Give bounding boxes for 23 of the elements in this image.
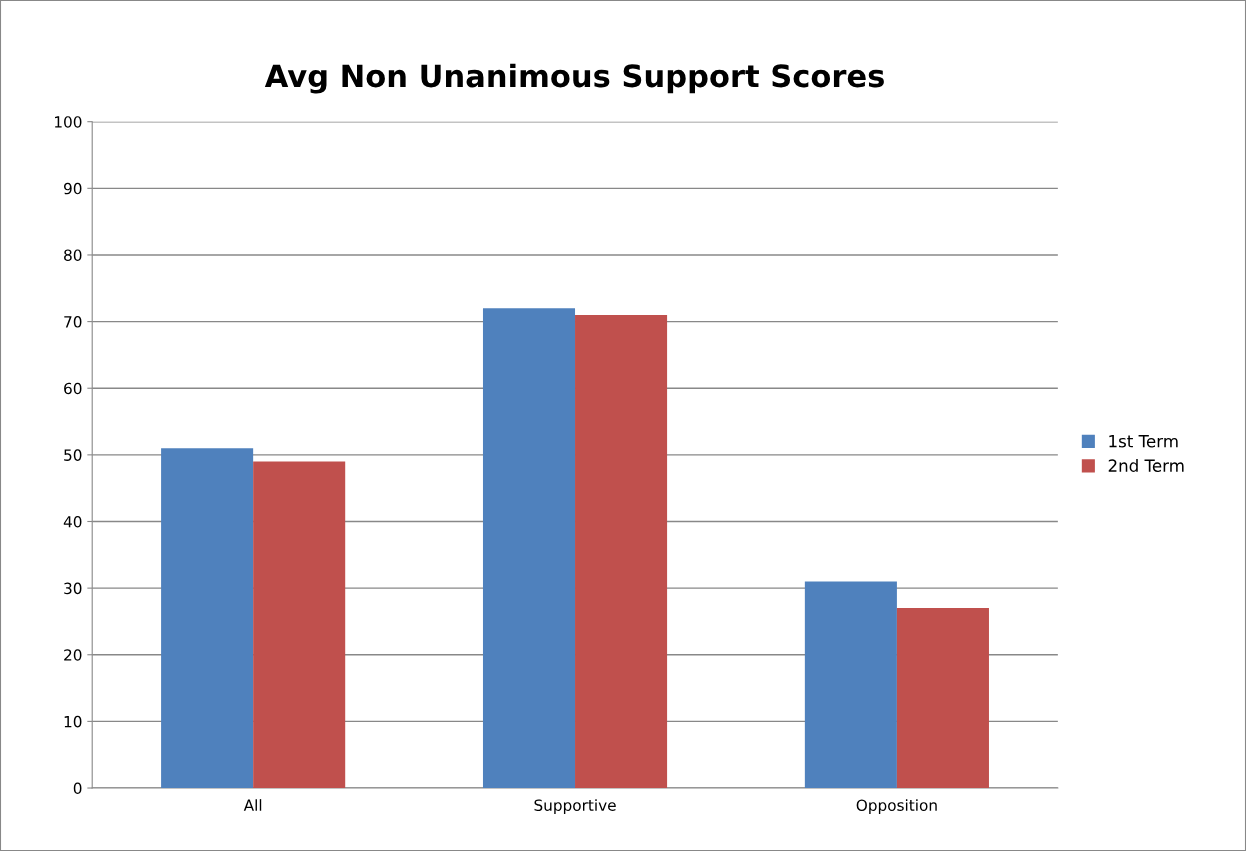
y-tick-label: 50 [64, 449, 82, 461]
y-tick-label: 70 [64, 316, 82, 328]
y-tick-label: 20 [64, 649, 82, 661]
y-tick-label: 100 [55, 116, 82, 128]
y-tick-label: 0 [73, 782, 82, 795]
y-tick-label: 10 [64, 715, 82, 728]
x-tick-label: Supportive [534, 799, 616, 814]
y-tick-label: 60 [64, 382, 82, 395]
bar [896, 608, 989, 789]
y-tick-label: 30 [64, 582, 82, 595]
legend-label: 2nd Term [1108, 459, 1184, 472]
bar [161, 448, 254, 789]
y-tick-label: 90 [64, 182, 82, 195]
legend-label: 1st Term [1109, 435, 1178, 448]
x-tick-label: Opposition [856, 799, 937, 814]
y-tick-label: 40 [63, 515, 82, 528]
bar [482, 308, 576, 789]
bar [253, 461, 346, 789]
y-tick-label: 80 [64, 249, 82, 261]
bar [575, 314, 668, 789]
x-tick-label: All [243, 799, 262, 811]
bar [804, 581, 897, 789]
chart-title: Avg Non Unanimous Support Scores [264, 63, 884, 94]
